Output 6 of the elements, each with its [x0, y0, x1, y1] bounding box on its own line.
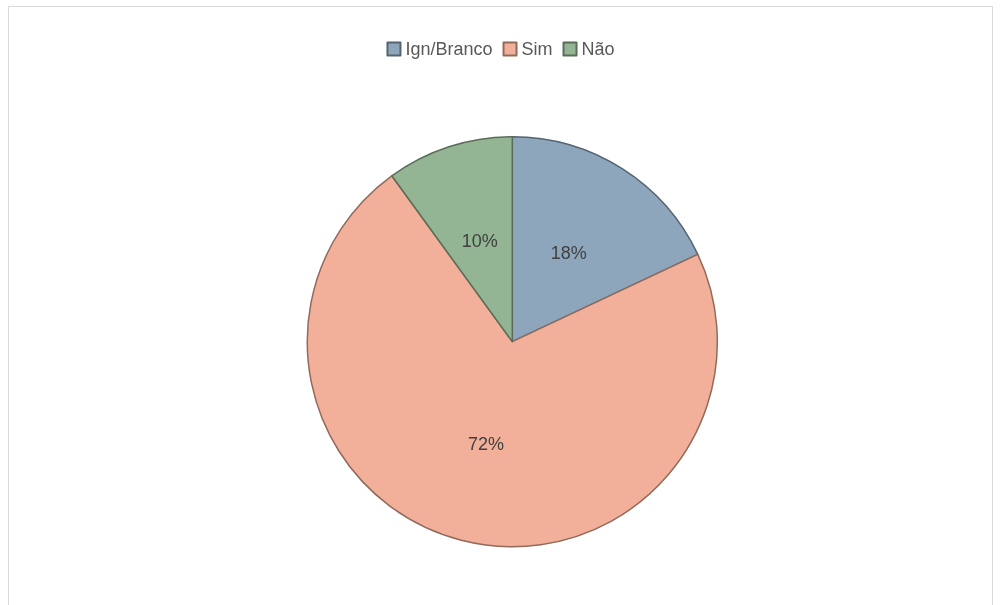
data-label: 18%	[550, 242, 587, 263]
data-label: 10%	[461, 231, 498, 252]
data-label: 72%	[468, 433, 505, 454]
legend-label: Sim	[521, 39, 553, 59]
legend-label: Não	[581, 39, 615, 59]
legend-label: Ign/Branco	[405, 39, 493, 59]
